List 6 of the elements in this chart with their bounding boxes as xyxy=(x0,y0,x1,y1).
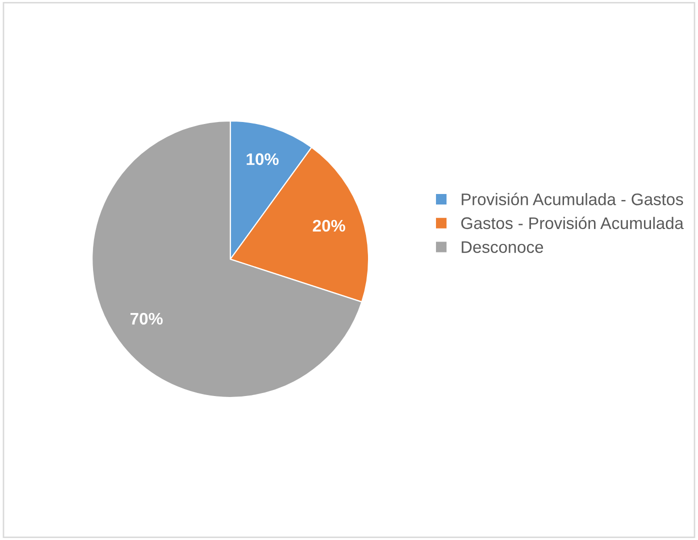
data-label: 10% xyxy=(246,153,279,166)
legend-label: Provisión Acumulada - Gastos xyxy=(462,192,684,206)
legend-label: Gastos - Provisión Acumulada xyxy=(461,216,684,230)
data-label: 70% xyxy=(130,312,163,325)
data-label: 20% xyxy=(312,220,346,232)
legend-label: Desconoce xyxy=(462,241,544,253)
